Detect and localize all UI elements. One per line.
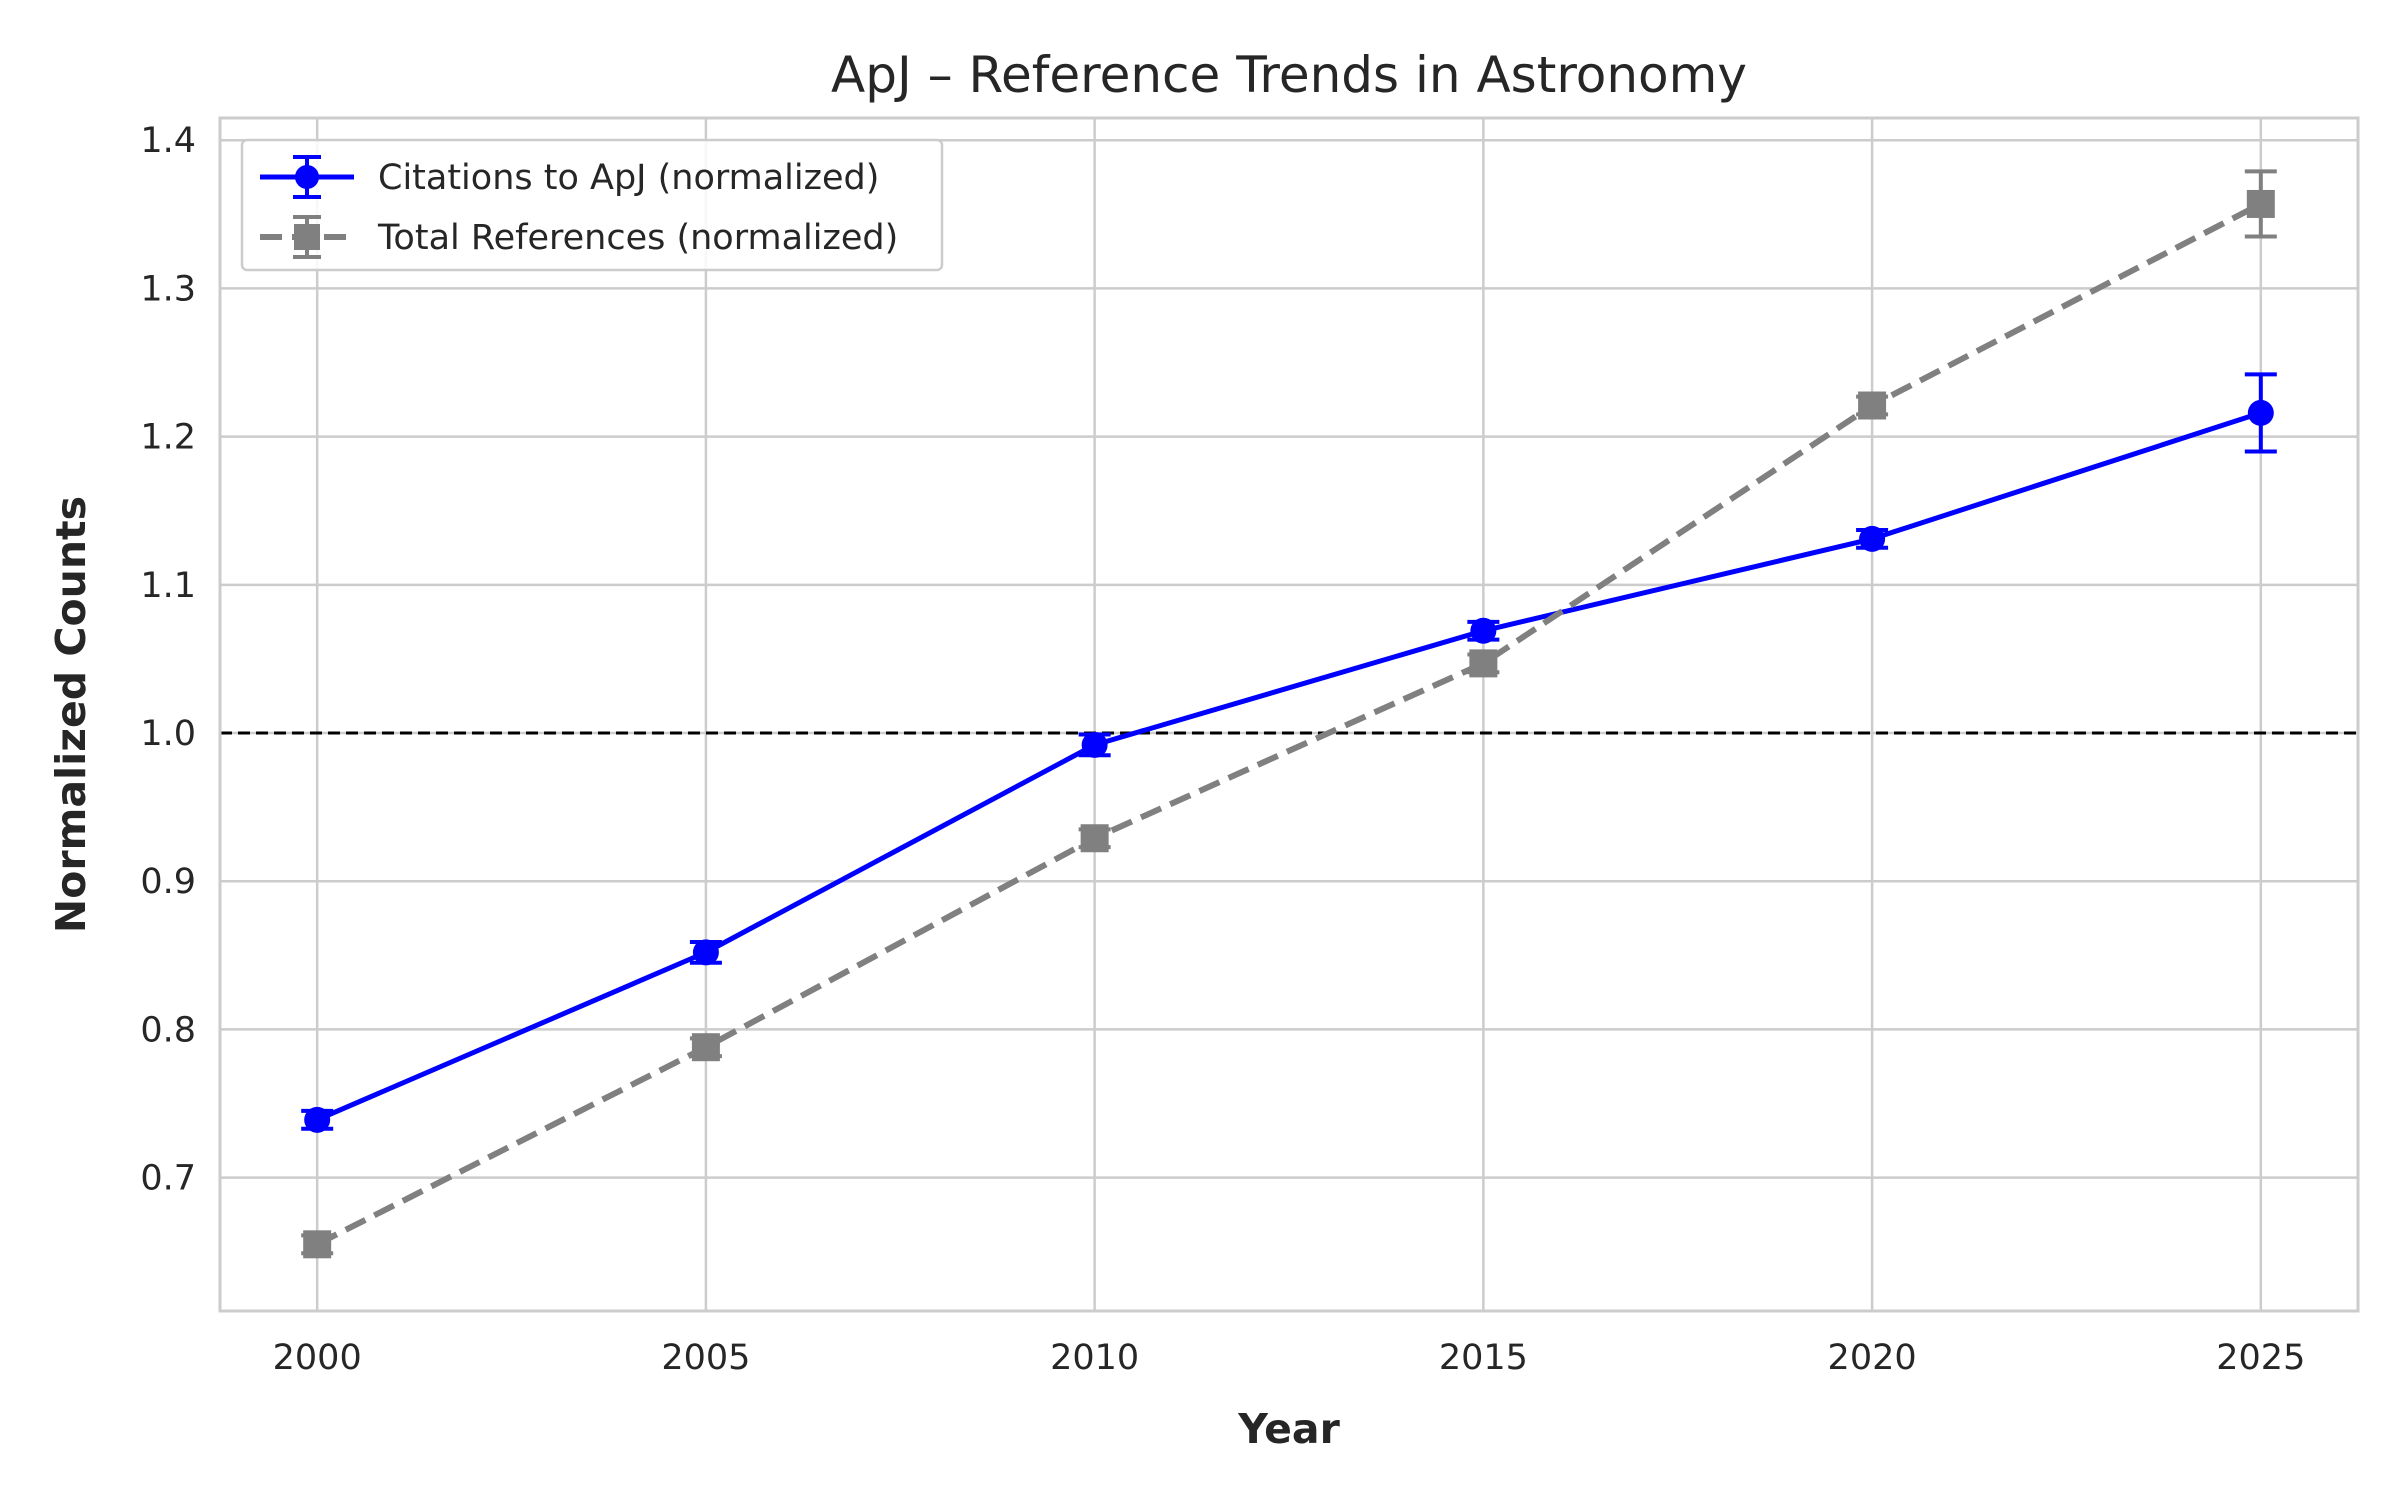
data-point: [303, 1230, 332, 1259]
data-point: [1081, 731, 1108, 758]
y-axis-label: Normalized Counts: [47, 496, 95, 933]
data-point: [1859, 525, 1886, 552]
legend: Citations to ApJ (normalized) Total Refer…: [240, 138, 944, 272]
x-tick-label: 2020: [1828, 1338, 1917, 1378]
series-line: [316, 410, 2262, 1123]
series-layer: [301, 169, 2277, 1259]
y-tick-label: 0.7: [140, 1159, 196, 1199]
x-tick-label: 2025: [2216, 1338, 2305, 1378]
x-tick-label: 2000: [273, 1338, 362, 1378]
data-point: [1469, 649, 1498, 678]
x-tick-label: 2015: [1439, 1338, 1528, 1378]
legend-item: Citations to ApJ (normalized): [260, 155, 879, 199]
tick-labels: 2000 2005 2010 2015 2020 2025 0.7 0.8 0.9 1.0 1.1 1…: [140, 121, 2305, 1378]
y-tick-label: 1.1: [140, 566, 196, 606]
y-tick-label: 1.3: [140, 269, 196, 309]
series-citations: [301, 372, 2277, 1133]
x-tick-label: 2010: [1050, 1338, 1139, 1378]
legend-label: Total References (normalized): [377, 218, 898, 258]
legend-marker: [294, 224, 320, 250]
y-tick-label: 0.8: [140, 1010, 196, 1050]
data-point: [691, 1033, 720, 1062]
y-tick-label: 0.9: [140, 862, 196, 902]
data-point: [1858, 391, 1887, 420]
data-point: [1080, 824, 1109, 853]
y-tick-label: 1.0: [140, 714, 196, 754]
y-tick-label: 1.4: [140, 121, 196, 161]
x-tick-label: 2005: [661, 1338, 750, 1378]
data-point: [2246, 189, 2275, 218]
legend-label: Citations to ApJ (normalized): [378, 158, 879, 198]
data-point: [304, 1106, 331, 1133]
x-axis-label: Year: [1237, 1405, 1340, 1453]
legend-marker: [295, 165, 319, 189]
data-point: [2247, 399, 2274, 426]
data-point: [1470, 617, 1497, 644]
data-point: [692, 939, 719, 966]
legend-box: [240, 138, 944, 272]
series-total-references: [301, 169, 2277, 1259]
chart-title: ApJ – Reference Trends in Astronomy: [831, 46, 1747, 104]
plot-frame: [218, 116, 2360, 1313]
y-tick-label: 1.2: [140, 418, 196, 458]
series-line: [315, 201, 2263, 1247]
legend-item: Total References (normalized): [260, 215, 898, 259]
